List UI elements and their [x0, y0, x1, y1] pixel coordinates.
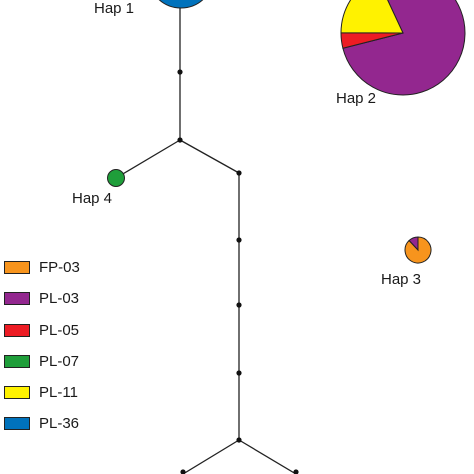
- hap3-pie: [404, 236, 432, 264]
- median-vector-node: [177, 69, 183, 75]
- legend-item-pl-05: PL-05: [4, 321, 144, 340]
- median-vector-node: [180, 469, 186, 474]
- legend-label: PL-03: [39, 290, 80, 308]
- median-vector-node: [177, 137, 183, 143]
- legend-label: PL-05: [39, 321, 80, 339]
- edge: [179, 139, 240, 174]
- median-vector-node: [236, 170, 242, 176]
- legend-swatch: [4, 417, 30, 431]
- legend-swatch: [4, 386, 30, 400]
- edge: [238, 439, 297, 474]
- legend-item-fp-03: FP-03: [4, 258, 144, 277]
- hap1-label: Hap 1: [94, 0, 134, 17]
- legend-swatch: [4, 354, 30, 368]
- legend-label: PL-07: [39, 352, 80, 370]
- median-vectors: [177, 69, 299, 474]
- legend-label: FP-03: [39, 259, 80, 276]
- legend-item-pl-07: PL-07: [4, 352, 144, 371]
- pie-slice-pl-03: [342, 0, 466, 96]
- edge: [182, 439, 240, 474]
- pie-slice-pl-07: [107, 169, 125, 187]
- median-vector-node: [236, 302, 242, 308]
- legend-label: PL-36: [39, 415, 80, 433]
- edge: [115, 139, 181, 179]
- legend-label: PL-11: [39, 384, 78, 402]
- legend-item-pl-03: PL-03: [4, 289, 144, 308]
- hap1-pie: [158, 0, 204, 9]
- median-vector-node: [236, 237, 242, 243]
- pie-slice-pl-03: [408, 236, 419, 252]
- legend-swatch: [4, 261, 30, 274]
- pie-slice-pl-36: [158, 0, 204, 9]
- hap3-label: Hap 3: [381, 271, 421, 288]
- hap2-label: Hap 2: [336, 90, 376, 107]
- legend-swatch: [4, 292, 30, 306]
- median-vector-node: [293, 469, 299, 474]
- legend-item-pl-36: PL-36: [4, 414, 144, 433]
- legend-swatch: [4, 323, 30, 337]
- median-vector-node: [236, 437, 242, 443]
- hap4-pie: [107, 169, 125, 187]
- hap4-label: Hap 4: [72, 190, 112, 207]
- hap2-pie: [340, 0, 466, 96]
- pie-slice-pl-11: [340, 0, 404, 34]
- median-vector-node: [236, 370, 242, 376]
- legend: FP-03 PL-03 PL-05 PL-07 PL-11 PL-36: [4, 258, 144, 446]
- legend-item-pl-11: PL-11: [4, 383, 144, 402]
